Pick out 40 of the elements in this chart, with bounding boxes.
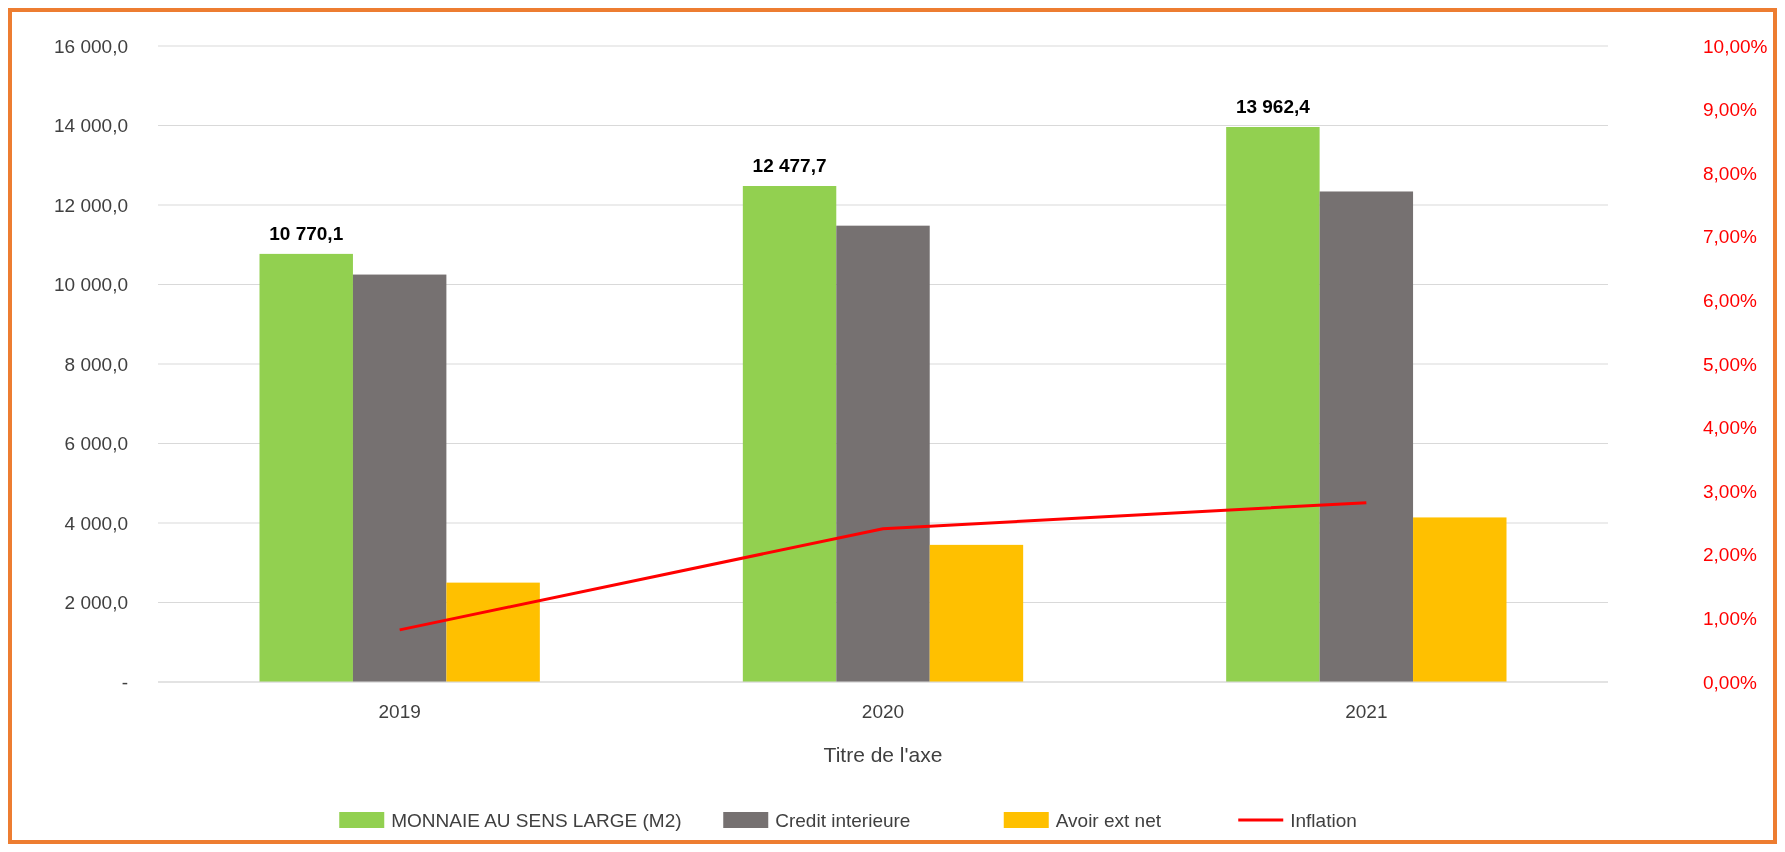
- y2-tick-label: 6,00%: [1703, 290, 1757, 312]
- bar: [742, 186, 837, 682]
- bar: [1226, 127, 1320, 682]
- data-label: 13 962,4: [1235, 95, 1311, 117]
- y2-tick-label: 10,00%: [1703, 35, 1768, 57]
- y-tick-label: -: [121, 671, 128, 693]
- y2-tick-label: 0,00%: [1703, 671, 1757, 693]
- bar: [1319, 191, 1414, 682]
- y-tick-label: 4 000,0: [64, 512, 128, 534]
- legend-label: Credit interieure: [775, 809, 911, 831]
- bar: [1413, 517, 1507, 682]
- bar: [836, 225, 930, 682]
- x-tick-label: 2020: [861, 701, 905, 722]
- y2-tick-label: 8,00%: [1703, 162, 1757, 184]
- y2-tick-label: 7,00%: [1703, 226, 1757, 248]
- y2-tick-label: 2,00%: [1703, 544, 1757, 566]
- y-tick-label: 8 000,0: [64, 353, 128, 375]
- bar: [259, 253, 353, 682]
- x-tick-label: 2021: [1345, 701, 1388, 722]
- y-tick-label: 14 000,0: [54, 115, 128, 137]
- legend-label: MONNAIE AU SENS LARGE (M2): [391, 809, 682, 831]
- data-label: 10 770,1: [269, 222, 344, 244]
- y-tick-label: 10 000,0: [54, 274, 128, 296]
- x-axis-title: Titre de l'axe: [823, 743, 943, 766]
- x-tick-label: 2019: [378, 701, 421, 722]
- y2-tick-label: 3,00%: [1703, 480, 1757, 502]
- bar: [929, 544, 1024, 682]
- y-tick-label: 16 000,0: [54, 35, 128, 57]
- legend-label: Inflation: [1290, 809, 1357, 831]
- bar: [446, 582, 540, 682]
- legend-label: Avoir ext net: [1055, 809, 1162, 831]
- y2-tick-label: 5,00%: [1703, 353, 1757, 375]
- y-tick-label: 6 000,0: [64, 433, 128, 455]
- y2-tick-label: 9,00%: [1703, 99, 1757, 121]
- data-label: 12 477,7: [752, 155, 827, 177]
- y2-tick-label: 4,00%: [1703, 417, 1757, 439]
- y-tick-label: 2 000,0: [64, 592, 128, 614]
- y2-tick-label: 1,00%: [1703, 608, 1757, 630]
- bar: [352, 274, 447, 682]
- y-tick-label: 12 000,0: [54, 194, 128, 216]
